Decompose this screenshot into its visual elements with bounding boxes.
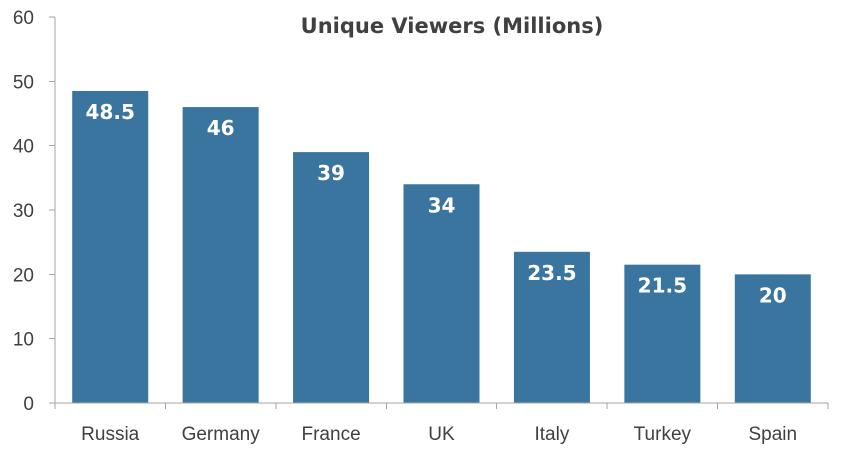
- bar: [513, 251, 590, 403]
- data-label: 46: [207, 116, 235, 140]
- bars-group: [72, 90, 811, 404]
- y-tick-label: 50: [13, 72, 34, 93]
- x-tick-label: Germany: [182, 424, 261, 445]
- data-label: 34: [428, 193, 456, 217]
- x-tick-label: France: [302, 424, 361, 445]
- y-tick-label: 10: [13, 330, 34, 351]
- y-tick-label: 30: [13, 201, 34, 222]
- bar: [72, 90, 149, 403]
- x-tick-label: Russia: [81, 424, 140, 445]
- data-label: 21.5: [638, 274, 687, 298]
- x-tick-label: Italy: [534, 424, 569, 445]
- bar: [624, 264, 701, 403]
- x-tick-label: UK: [428, 424, 455, 445]
- y-tick-label: 60: [13, 8, 34, 29]
- y-tick-label: 40: [13, 137, 34, 158]
- chart-title: Unique Viewers (Millions): [301, 14, 604, 38]
- x-tick-label: Turkey: [634, 424, 692, 445]
- data-label: 48.5: [86, 100, 135, 124]
- bar: [182, 107, 259, 404]
- bar: [734, 274, 811, 403]
- data-labels-group: 48.5 46 39 34 23.5 21.5 20: [86, 100, 787, 307]
- data-label: 23.5: [527, 261, 576, 285]
- x-tick-label: Spain: [748, 424, 797, 445]
- data-label: 20: [759, 283, 787, 307]
- x-axis: Russia Germany France UK Italy Turkey Spain: [54, 402, 829, 445]
- y-axis: 0 10 20 30 40 50 60: [13, 8, 56, 415]
- bar: [293, 152, 370, 403]
- y-tick-label: 0: [23, 394, 34, 415]
- data-label: 39: [317, 161, 345, 185]
- bar: [403, 184, 480, 403]
- y-tick-label: 20: [13, 265, 34, 286]
